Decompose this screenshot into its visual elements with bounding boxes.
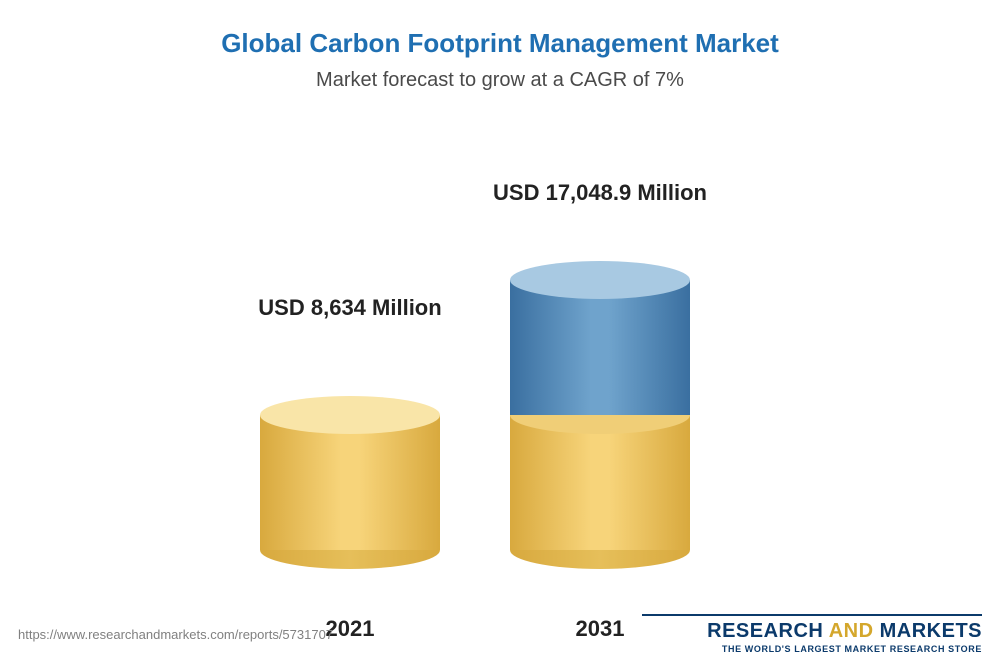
logo-divider: [642, 614, 982, 616]
logo-tagline: THE WORLD'S LARGEST MARKET RESEARCH STOR…: [642, 644, 982, 654]
cylinder-segment: [510, 415, 690, 550]
cylinder-start: USD 8,634 Million2021: [250, 120, 450, 630]
cylinder-segment: [510, 280, 690, 415]
logo-word-markets: MARKETS: [880, 620, 982, 642]
infographic-container: Global Carbon Footprint Management Marke…: [0, 0, 1000, 667]
logo-word-research: RESEARCH: [707, 620, 823, 642]
cylinder-stack: [260, 415, 440, 550]
logo-word-and: AND: [829, 620, 874, 642]
footer-logo: RESEARCH AND MARKETS THE WORLD'S LARGEST…: [642, 614, 982, 654]
cylinder-top-ellipse: [510, 261, 690, 299]
chart-area: USD 8,634 Million2021USD 17,048.9 Millio…: [0, 120, 1000, 590]
cylinder-end: USD 17,048.9 Million2031: [500, 120, 700, 630]
cylinder-value-label: USD 17,048.9 Million: [470, 180, 730, 206]
chart-subtitle: Market forecast to grow at a CAGR of 7%: [0, 59, 1000, 92]
cylinder-segment: [260, 415, 440, 550]
footer: https://www.researchandmarkets.com/repor…: [0, 611, 1000, 667]
cylinder-stack: [510, 280, 690, 550]
cylinder-top-ellipse: [260, 396, 440, 434]
cylinder-value-label: USD 8,634 Million: [220, 295, 480, 321]
chart-title: Global Carbon Footprint Management Marke…: [0, 0, 1000, 59]
logo-text: RESEARCH AND MARKETS: [642, 620, 982, 643]
footer-url: https://www.researchandmarkets.com/repor…: [18, 627, 333, 642]
